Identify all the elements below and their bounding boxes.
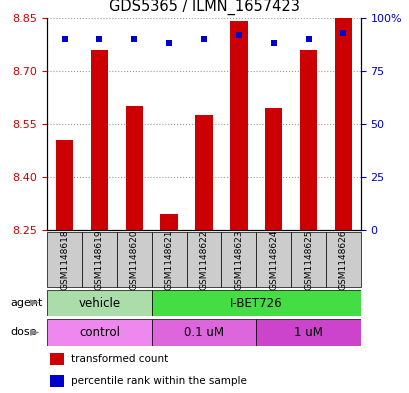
Text: 0.1 uM: 0.1 uM bbox=[184, 326, 223, 339]
Text: dose: dose bbox=[10, 327, 37, 338]
Text: GSM1148622: GSM1148622 bbox=[199, 229, 208, 290]
Bar bbox=[325, 232, 360, 287]
Bar bbox=[186, 232, 221, 287]
Bar bbox=[151, 232, 186, 287]
Text: transformed count: transformed count bbox=[70, 354, 168, 364]
Text: GSM1148626: GSM1148626 bbox=[338, 229, 347, 290]
Bar bbox=[151, 319, 256, 346]
Text: ►: ► bbox=[30, 326, 40, 339]
Text: GSM1148624: GSM1148624 bbox=[269, 229, 277, 290]
Bar bbox=[290, 232, 325, 287]
Text: GSM1148620: GSM1148620 bbox=[130, 229, 138, 290]
Text: percentile rank within the sample: percentile rank within the sample bbox=[70, 376, 246, 386]
Text: GSM1148623: GSM1148623 bbox=[234, 229, 243, 290]
Bar bbox=[256, 232, 290, 287]
Text: GSM1148621: GSM1148621 bbox=[164, 229, 173, 290]
Bar bbox=[47, 290, 151, 316]
Bar bbox=[50, 353, 64, 365]
Bar bbox=[160, 214, 178, 230]
Bar bbox=[151, 290, 360, 316]
Text: GSM1148618: GSM1148618 bbox=[60, 229, 69, 290]
Bar bbox=[264, 108, 282, 230]
Title: GDS5365 / ILMN_1657423: GDS5365 / ILMN_1657423 bbox=[108, 0, 299, 15]
Text: GSM1148619: GSM1148619 bbox=[95, 229, 103, 290]
Text: GSM1148625: GSM1148625 bbox=[303, 229, 312, 290]
Text: ►: ► bbox=[30, 296, 40, 310]
Bar bbox=[299, 50, 317, 230]
Bar bbox=[47, 232, 82, 287]
Bar bbox=[125, 106, 143, 230]
Bar bbox=[256, 319, 360, 346]
Bar bbox=[221, 232, 256, 287]
Text: 1 uM: 1 uM bbox=[293, 326, 322, 339]
Bar bbox=[117, 232, 151, 287]
Bar bbox=[50, 375, 64, 387]
Bar bbox=[334, 18, 351, 230]
Bar bbox=[195, 115, 212, 230]
Text: agent: agent bbox=[10, 298, 43, 308]
Bar bbox=[90, 50, 108, 230]
Bar bbox=[47, 319, 151, 346]
Bar bbox=[56, 140, 73, 230]
Bar bbox=[229, 21, 247, 230]
Text: I-BET726: I-BET726 bbox=[229, 296, 282, 310]
Text: vehicle: vehicle bbox=[78, 296, 120, 310]
Text: control: control bbox=[79, 326, 120, 339]
Bar bbox=[82, 232, 117, 287]
